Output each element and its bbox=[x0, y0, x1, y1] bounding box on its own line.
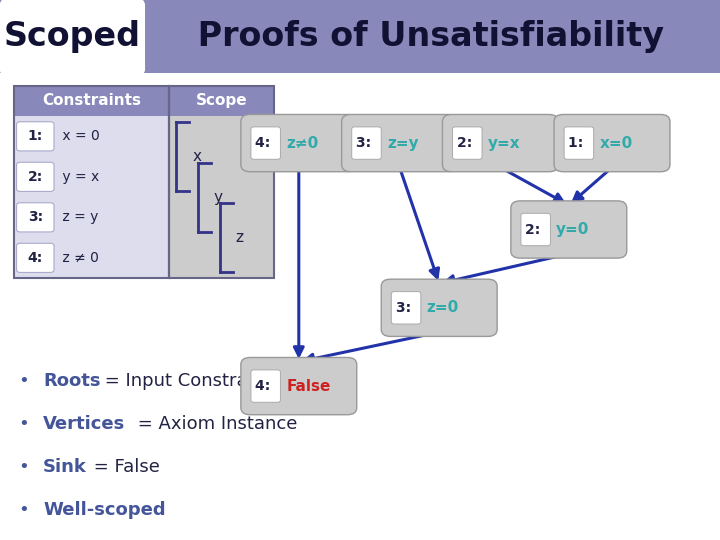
Text: 1:: 1: bbox=[27, 130, 43, 143]
Text: z≠0: z≠0 bbox=[287, 136, 318, 151]
FancyBboxPatch shape bbox=[14, 86, 169, 116]
Text: Sink: Sink bbox=[43, 458, 87, 476]
Text: 1:: 1: bbox=[569, 136, 588, 150]
Text: 4:: 4: bbox=[27, 251, 43, 265]
FancyBboxPatch shape bbox=[1, 0, 144, 76]
Text: Scope: Scope bbox=[196, 93, 247, 109]
FancyBboxPatch shape bbox=[240, 114, 356, 172]
Text: 3:: 3: bbox=[356, 136, 376, 150]
Text: 4:: 4: bbox=[256, 379, 275, 393]
Text: x=0: x=0 bbox=[599, 136, 633, 151]
Text: 4:: 4: bbox=[256, 136, 275, 150]
Text: = Input Constraints: = Input Constraints bbox=[99, 372, 281, 390]
Text: 3:: 3: bbox=[396, 301, 415, 315]
FancyBboxPatch shape bbox=[521, 213, 551, 246]
Text: •: • bbox=[18, 458, 29, 476]
Text: y: y bbox=[214, 190, 223, 205]
Text: Roots: Roots bbox=[43, 372, 101, 390]
FancyBboxPatch shape bbox=[17, 122, 54, 151]
Text: False: False bbox=[287, 379, 330, 394]
FancyBboxPatch shape bbox=[17, 163, 54, 192]
Text: 2:: 2: bbox=[27, 170, 43, 184]
Text: •: • bbox=[18, 415, 29, 433]
Text: y=x: y=x bbox=[488, 136, 521, 151]
Text: 3:: 3: bbox=[27, 211, 43, 224]
Text: z=0: z=0 bbox=[426, 300, 459, 315]
Text: •: • bbox=[18, 501, 29, 519]
Text: y=0: y=0 bbox=[557, 222, 590, 237]
FancyBboxPatch shape bbox=[342, 114, 458, 172]
Text: Vertices: Vertices bbox=[43, 415, 125, 433]
Text: z ≠ 0: z ≠ 0 bbox=[58, 251, 99, 265]
FancyBboxPatch shape bbox=[0, 0, 720, 73]
FancyBboxPatch shape bbox=[251, 370, 280, 402]
FancyBboxPatch shape bbox=[17, 243, 54, 272]
FancyBboxPatch shape bbox=[442, 114, 559, 172]
FancyBboxPatch shape bbox=[382, 279, 498, 336]
FancyBboxPatch shape bbox=[392, 292, 420, 324]
Text: z: z bbox=[235, 230, 243, 245]
Text: z = y: z = y bbox=[58, 211, 98, 224]
FancyBboxPatch shape bbox=[251, 127, 280, 159]
FancyBboxPatch shape bbox=[352, 127, 382, 159]
Text: x: x bbox=[192, 149, 202, 164]
Text: y = x: y = x bbox=[58, 170, 99, 184]
Text: = Axiom Instance: = Axiom Instance bbox=[132, 415, 298, 433]
FancyBboxPatch shape bbox=[564, 127, 593, 159]
FancyBboxPatch shape bbox=[240, 357, 356, 415]
Text: = False: = False bbox=[88, 458, 160, 476]
FancyBboxPatch shape bbox=[554, 114, 670, 172]
FancyBboxPatch shape bbox=[17, 203, 54, 232]
Text: z=y: z=y bbox=[387, 136, 418, 151]
FancyBboxPatch shape bbox=[452, 127, 482, 159]
FancyBboxPatch shape bbox=[14, 116, 169, 278]
Text: Well-scoped: Well-scoped bbox=[43, 501, 166, 519]
FancyBboxPatch shape bbox=[511, 201, 626, 258]
Text: 2:: 2: bbox=[457, 136, 477, 150]
Text: •: • bbox=[18, 372, 29, 390]
Text: Constraints: Constraints bbox=[42, 93, 141, 109]
Text: Proofs of Unsatisfiability: Proofs of Unsatisfiability bbox=[186, 20, 664, 53]
Text: Scoped: Scoped bbox=[4, 20, 140, 53]
Text: 2:: 2: bbox=[526, 222, 545, 237]
FancyBboxPatch shape bbox=[169, 116, 274, 278]
FancyBboxPatch shape bbox=[169, 86, 274, 116]
Text: x = 0: x = 0 bbox=[58, 130, 99, 143]
